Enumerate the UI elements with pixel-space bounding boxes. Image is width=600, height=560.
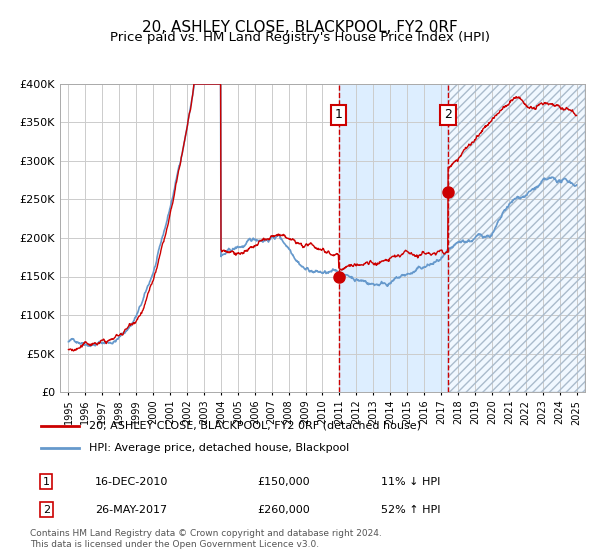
HPI: Average price, detached house, Blackpool: (2.01e+03, 1.88e+05): Average price, detached house, Blackpool… — [237, 244, 244, 251]
Text: 26-MAY-2017: 26-MAY-2017 — [95, 505, 167, 515]
20, ASHLEY CLOSE, BLACKPOOL, FY2 0RF (detached house) — [573, 112, 580, 119]
20, ASHLEY CLOSE, BLACKPOOL, FY2 0RF (detached house) — [70, 348, 77, 354]
Text: 11% ↓ HPI: 11% ↓ HPI — [381, 477, 440, 487]
Text: 1: 1 — [335, 108, 343, 122]
20, ASHLEY CLOSE, BLACKPOOL, FY2 0RF (detached house) — [151, 272, 158, 279]
Text: 20, ASHLEY CLOSE, BLACKPOOL, FY2 0RF: 20, ASHLEY CLOSE, BLACKPOOL, FY2 0RF — [142, 20, 458, 35]
Text: 20, ASHLEY CLOSE, BLACKPOOL, FY2 0RF (detached house): 20, ASHLEY CLOSE, BLACKPOOL, FY2 0RF (de… — [89, 421, 421, 431]
HPI: Average price, detached house, Blackpool: (2e+03, 6.54e+04): Average price, detached house, Blackpool… — [65, 338, 72, 345]
HPI: Average price, detached house, Blackpool: (2.01e+03, 1.58e+05): Average price, detached house, Blackpool… — [332, 267, 340, 274]
HPI: Average price, detached house, Blackpool: (2e+03, 9.85e+04): Average price, detached house, Blackpool… — [133, 313, 140, 320]
Text: 52% ↑ HPI: 52% ↑ HPI — [381, 505, 440, 515]
Text: Contains HM Land Registry data © Crown copyright and database right 2024.
This d: Contains HM Land Registry data © Crown c… — [30, 529, 382, 549]
Bar — [339, 84, 448, 392]
HPI: Average price, detached house, Blackpool: (2.01e+03, 1.52e+05): Average price, detached house, Blackpool… — [343, 272, 350, 278]
Text: 16-DEC-2010: 16-DEC-2010 — [95, 477, 168, 487]
Text: £150,000: £150,000 — [257, 477, 310, 487]
Text: HPI: Average price, detached house, Blackpool: HPI: Average price, detached house, Blac… — [89, 443, 350, 453]
Line: HPI: Average price, detached house, Blackpool: HPI: Average price, detached house, Blac… — [68, 84, 577, 346]
20, ASHLEY CLOSE, BLACKPOOL, FY2 0RF (detached house) — [286, 236, 293, 242]
Text: 2: 2 — [43, 505, 50, 515]
20, ASHLEY CLOSE, BLACKPOOL, FY2 0RF (detached house) — [237, 251, 244, 258]
HPI: Average price, detached house, Blackpool: (2e+03, 5.93e+04): Average price, detached house, Blackpool… — [87, 343, 94, 349]
HPI: Average price, detached house, Blackpool: (2e+03, 4e+05): Average price, detached house, Blackpool… — [191, 81, 199, 87]
Text: £260,000: £260,000 — [257, 505, 310, 515]
HPI: Average price, detached house, Blackpool: (2.01e+03, 1.85e+05): Average price, detached house, Blackpool… — [286, 246, 293, 253]
20, ASHLEY CLOSE, BLACKPOOL, FY2 0RF (detached house) — [133, 318, 140, 325]
Text: 1: 1 — [43, 477, 50, 487]
HPI: Average price, detached house, Blackpool: (2.02e+03, 2.69e+05): Average price, detached house, Blackpool… — [573, 181, 580, 188]
20, ASHLEY CLOSE, BLACKPOOL, FY2 0RF (detached house) — [65, 346, 72, 353]
Line: 20, ASHLEY CLOSE, BLACKPOOL, FY2 0RF (detached house): 20, ASHLEY CLOSE, BLACKPOOL, FY2 0RF (de… — [68, 84, 577, 351]
Text: 2: 2 — [444, 108, 452, 122]
Bar — [448, 84, 585, 392]
HPI: Average price, detached house, Blackpool: (2e+03, 1.62e+05): Average price, detached house, Blackpool… — [151, 264, 158, 270]
20, ASHLEY CLOSE, BLACKPOOL, FY2 0RF (detached house) — [332, 250, 340, 257]
Text: Price paid vs. HM Land Registry's House Price Index (HPI): Price paid vs. HM Land Registry's House … — [110, 31, 490, 44]
Bar — [448, 84, 585, 392]
20, ASHLEY CLOSE, BLACKPOOL, FY2 0RF (detached house) — [190, 81, 197, 87]
20, ASHLEY CLOSE, BLACKPOOL, FY2 0RF (detached house) — [343, 263, 350, 270]
